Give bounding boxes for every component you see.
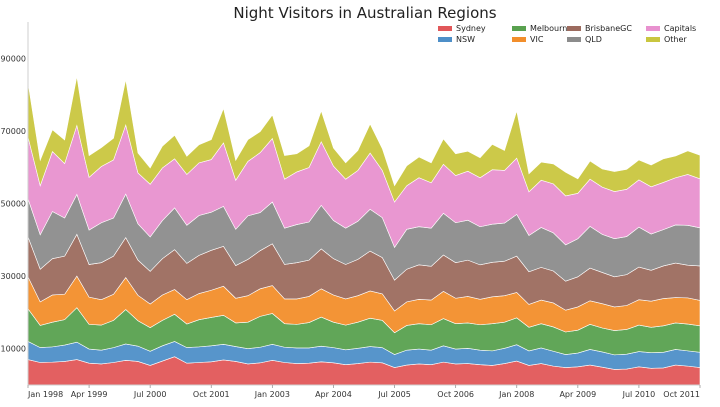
legend-swatch-qld <box>567 37 581 42</box>
legend-swatch-other <box>646 37 660 42</box>
y-tick-label: 30000 <box>1 272 26 281</box>
x-tick-label: Oct 2001 <box>193 390 230 399</box>
area-layer <box>27 76 701 386</box>
x-tick-label: Oct 2006 <box>437 390 474 399</box>
x-tick-label: Apr 2009 <box>559 390 596 399</box>
x-tick-label: Jul 2005 <box>377 390 411 399</box>
x-tick-label: Jan 2008 <box>498 390 534 399</box>
x-tick-label: Apr 1999 <box>71 390 108 399</box>
legend-swatch-vic <box>512 37 526 42</box>
legend-label-capitals: Capitals <box>664 24 696 33</box>
axes: 10000 30000 50000 70000 90000 Jan 1998 Apr 199… <box>1 22 701 399</box>
x-tick-label: Oct 2011 <box>663 390 700 399</box>
y-tick-label: 90000 <box>1 54 26 63</box>
legend-label-other: Other <box>664 35 687 44</box>
x-tick-label: Jul 2010 <box>622 390 656 399</box>
legend-swatch-sydney <box>438 26 452 31</box>
legend-swatch-brisbanegc <box>567 26 581 31</box>
legend-label-melbourne: Melbourne <box>530 24 572 33</box>
legend-label-brisbanegc: BrisbaneGC <box>585 24 632 33</box>
legend-swatch-capitals <box>646 26 660 31</box>
legend-label-sydney: Sydney <box>456 24 486 33</box>
x-tick-label: Jul 2000 <box>133 390 167 399</box>
legend-label-qld: QLD <box>585 35 602 44</box>
x-tick-label: Jan 1998 <box>27 390 63 399</box>
chart-title: Night Visitors in Australian Regions <box>233 4 496 22</box>
x-tick-label: Jan 2003 <box>254 390 290 399</box>
legend-label-nsw: NSW <box>456 35 475 44</box>
y-tick-label: 70000 <box>1 127 26 136</box>
legend: Sydney NSW Melbourne VIC BrisbaneGC QLD Capita… <box>438 24 696 44</box>
legend-swatch-melbourne <box>512 26 526 31</box>
y-tick-label: 50000 <box>1 200 26 209</box>
area-series-other <box>27 76 701 203</box>
y-tick-label: 10000 <box>1 345 26 354</box>
legend-swatch-nsw <box>438 37 452 42</box>
x-tick-label: Apr 2004 <box>315 390 352 399</box>
legend-label-vic: VIC <box>530 35 544 44</box>
